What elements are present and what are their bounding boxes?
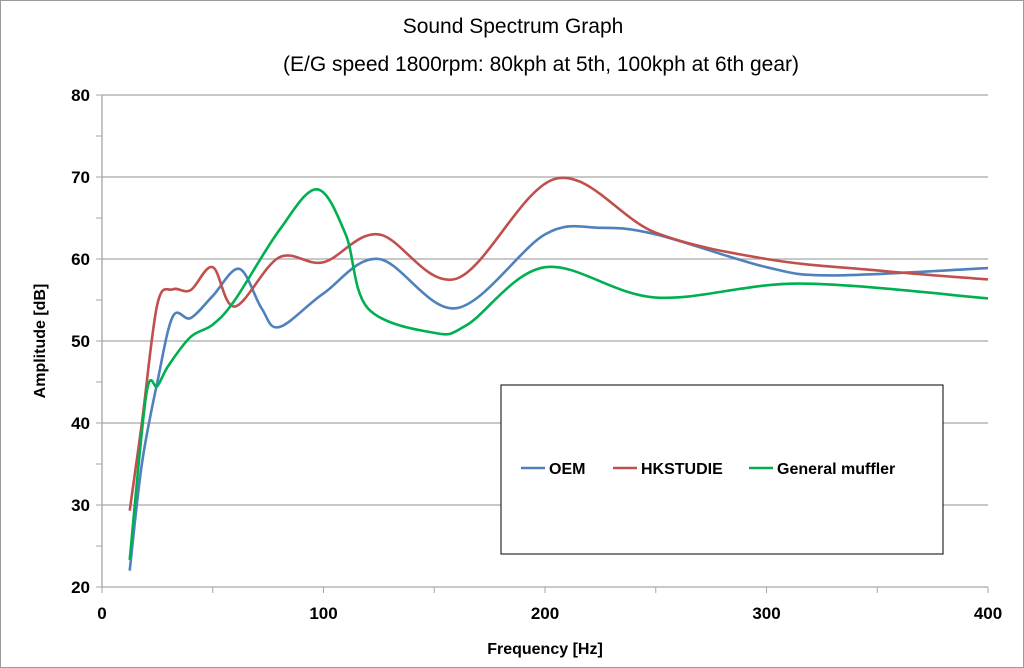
- y-tick-label: 80: [71, 86, 90, 105]
- legend-box: [500, 384, 944, 555]
- series-line-oem: [128, 224, 989, 571]
- series-line-hkstudie: [128, 176, 989, 511]
- y-tick-label: 30: [71, 496, 90, 515]
- legend-label-oem: OEM: [549, 461, 585, 478]
- x-axis-label: Frequency [Hz]: [487, 641, 603, 658]
- chart-title: Sound Spectrum Graph: [403, 15, 624, 38]
- x-tick-label: 300: [752, 604, 780, 623]
- y-tick-label: 50: [71, 332, 90, 351]
- y-tick-label: 20: [71, 578, 90, 597]
- y-tick-label: 40: [71, 414, 90, 433]
- x-tick-label: 100: [309, 604, 337, 623]
- legend-label-hkstudie: HKSTUDIE: [641, 461, 723, 478]
- chart-subtitle: (E/G speed 1800rpm: 80kph at 5th, 100kph…: [283, 53, 799, 76]
- y-axis-label: Amplitude [dB]: [32, 284, 49, 399]
- x-tick-label: 0: [97, 604, 106, 623]
- legend-label-general-muffler: General muffler: [777, 461, 895, 478]
- x-tick-label: 200: [531, 604, 559, 623]
- series-line-general-muffler: [128, 188, 989, 561]
- y-tick-label: 60: [71, 250, 90, 269]
- x-tick-label: 400: [974, 604, 1002, 623]
- y-tick-label: 70: [71, 168, 90, 187]
